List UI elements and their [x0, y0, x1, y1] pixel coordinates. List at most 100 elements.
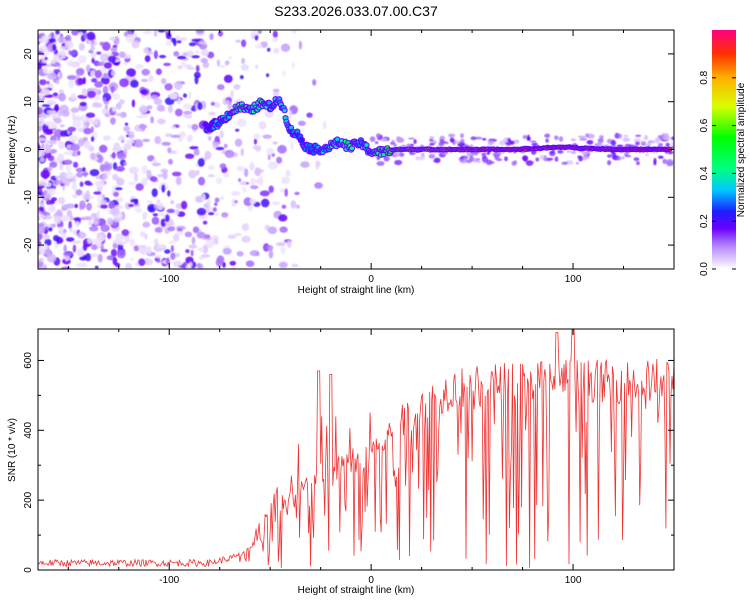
spectrogram-cell: [151, 162, 161, 167]
spectrogram-cell: [285, 169, 291, 177]
spectrogram-y-tick-label: -10: [23, 190, 34, 205]
spectrogram-cell: [578, 155, 583, 162]
spectrogram-cell: [170, 200, 175, 205]
spectrogram-cell: [157, 30, 166, 33]
spectrogram-cell: [92, 102, 99, 108]
spectrogram-cell: [96, 51, 102, 55]
spectrogram-cell: [118, 99, 125, 105]
spectrogram-cell: [191, 236, 196, 245]
spectrogram-cell: [231, 266, 237, 269]
spectrogram-cell: [670, 141, 674, 147]
spectrogram-cell: [58, 140, 65, 150]
spectrogram-cell: [67, 75, 77, 80]
spectrogram-cell: [102, 174, 108, 180]
spectrogram-cell: [71, 182, 77, 191]
spectrogram-cell: [49, 161, 58, 168]
spectrogram-cell: [561, 161, 568, 165]
spectrogram-cell: [200, 57, 208, 64]
spectrogram-cell: [109, 36, 117, 41]
spectrogram-cell: [138, 247, 148, 254]
spectrogram-cell: [152, 159, 158, 164]
spectrogram-cell: [170, 245, 174, 253]
colorbar: 0.0 0.2 0.4 0.6 0.8 Normalized spectral ampl…: [699, 30, 747, 276]
spectrogram-cell: [665, 159, 674, 165]
spectrogram-cell: [91, 244, 98, 251]
spectrogram-cell: [492, 139, 497, 142]
spectrogram-cell: [187, 134, 193, 143]
spectrogram-cell: [272, 30, 278, 39]
spectrogram-cell: [48, 227, 53, 232]
spectrogram-cell: [207, 205, 213, 214]
spectrogram-cell: [617, 156, 621, 161]
spectrogram-cell: [254, 145, 262, 152]
spectrogram-cell: [235, 128, 240, 132]
spectrogram-cell: [118, 51, 126, 58]
spectrogram-cell: [179, 37, 187, 41]
spectrogram-cell: [644, 134, 648, 141]
spectrogram-cell: [123, 143, 132, 151]
spectrogram-cell: [165, 133, 173, 138]
spectrogram-cell: [645, 153, 649, 157]
spectrogram-cell: [653, 157, 657, 164]
spectrogram-cell: [90, 152, 96, 160]
spectrogram-cell: [85, 253, 92, 262]
spectrogram-cell: [200, 49, 209, 57]
spectrogram-cell: [57, 110, 62, 117]
spectrogram-cell: [125, 262, 133, 269]
spectrogram-cell: [184, 231, 193, 238]
spectrogram-cell: [50, 223, 57, 228]
spectrogram-cell: [286, 240, 292, 249]
spectrogram-cell: [614, 132, 620, 139]
spectrogram-cell: [58, 54, 62, 58]
spectrogram-cell: [94, 265, 99, 269]
spectrogram-cell: [213, 238, 219, 245]
spectrogram-cell: [133, 199, 139, 206]
spectrogram-cell: [266, 245, 274, 251]
spectrogram-cell: [216, 59, 220, 67]
spectrogram-cell: [110, 248, 117, 257]
spectrogram-cell: [116, 249, 126, 259]
spectrogram-cell: [208, 165, 215, 171]
spectrogram-cell: [276, 156, 283, 164]
spectrogram-cell: [428, 154, 436, 159]
spectrogram-cell: [167, 147, 172, 154]
spectrogram-cell: [114, 146, 123, 150]
spectrogram-cell: [38, 182, 46, 186]
spectrogram-cell: [185, 153, 195, 159]
spectrogram-cell: [267, 226, 278, 235]
spectrogram-cell: [151, 188, 158, 198]
spectrogram-cell: [82, 167, 86, 173]
spectrogram-cell: [236, 166, 246, 172]
figure-title: S233.2026.033.07.00.C37: [274, 3, 438, 19]
spectrogram-cell: [268, 249, 274, 259]
spectrogram-cell: [157, 118, 166, 125]
spectrogram-cell: [38, 45, 47, 52]
spectrogram-cell: [322, 120, 327, 130]
spectrogram-cell: [59, 162, 64, 171]
spectrogram-cell: [140, 231, 146, 238]
spectrogram-cell: [238, 181, 247, 186]
spectrogram-cell: [186, 50, 194, 58]
spectrogram-cell: [254, 167, 262, 177]
spectrogram-cell: [219, 130, 224, 139]
spectrogram-cell: [253, 133, 261, 140]
spectrogram-cell: [72, 244, 77, 253]
spectrogram-cell: [154, 203, 158, 209]
spectrogram-cell: [413, 139, 417, 145]
spectrogram-cell: [141, 177, 148, 186]
spectrogram-cell: [488, 140, 495, 145]
spectrogram-cell: [188, 169, 197, 179]
spectrogram-cell: [38, 233, 42, 242]
spectrogram-cell: [197, 247, 205, 252]
spectrogram-cell: [138, 104, 148, 114]
spectrogram-cell: [167, 105, 173, 114]
spectrogram-cell: [227, 234, 237, 239]
spectrogram-ridge-point: [289, 125, 293, 130]
spectrogram-cell: [78, 43, 85, 51]
spectrogram-cell: [66, 60, 76, 67]
spectrogram-cell: [86, 190, 90, 198]
spectrogram-cell: [113, 191, 119, 197]
spectrogram-ridge-point: [267, 101, 272, 105]
spectrogram-cell: [202, 61, 210, 68]
spectrogram-cell: [207, 51, 215, 59]
